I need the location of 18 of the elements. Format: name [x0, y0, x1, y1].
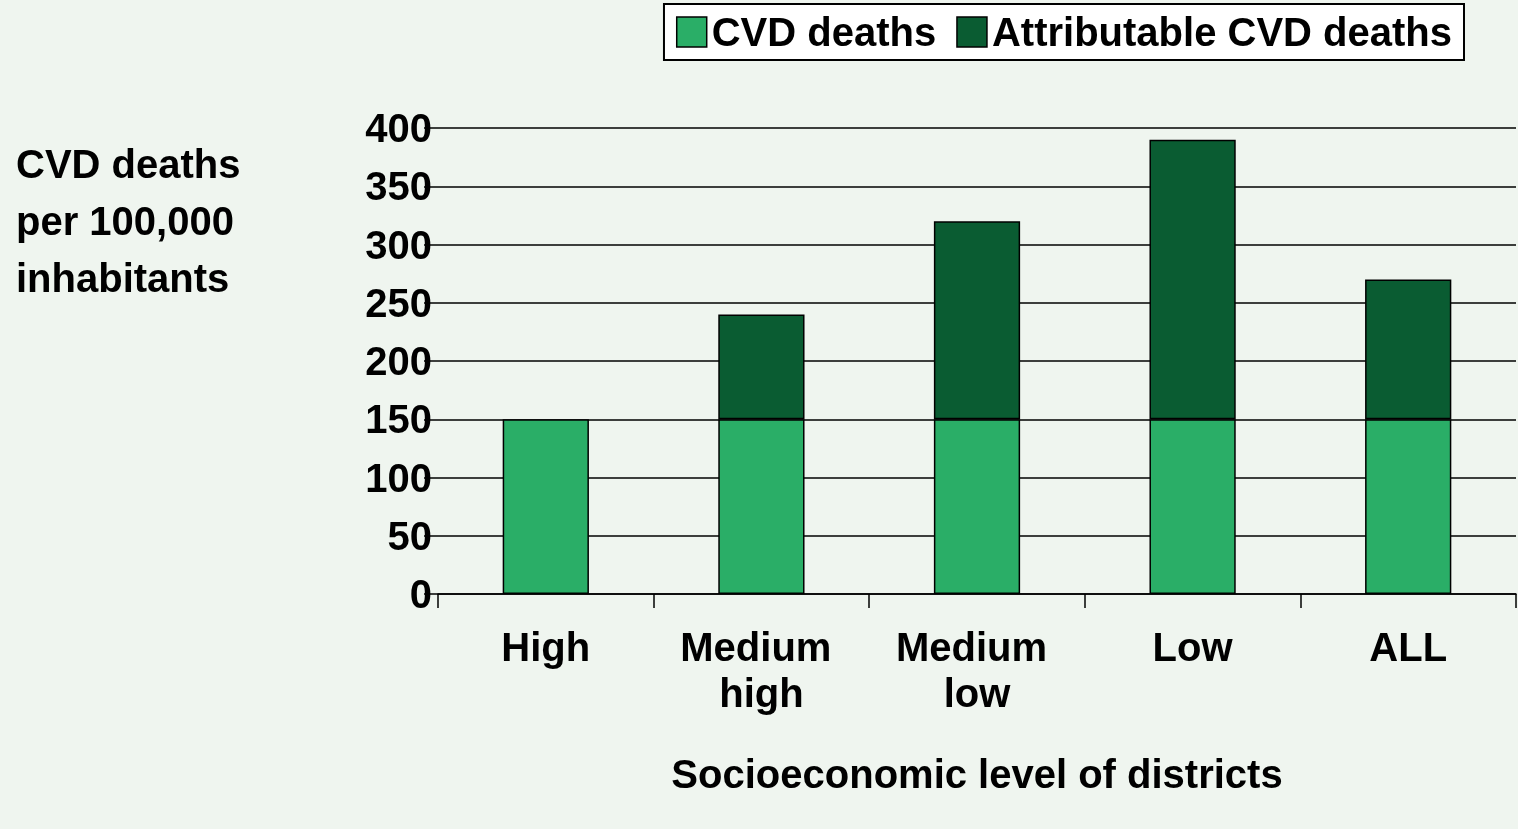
y-tick-label: 300: [365, 222, 432, 267]
x-tick-label: ALL: [1369, 625, 1448, 669]
x-tick-label: Medium low: [895, 625, 1059, 715]
y-tick-label: 400: [365, 106, 432, 150]
y-tick-label: 250: [365, 280, 432, 325]
legend-label: CVD deaths: [711, 10, 937, 54]
x-axis-title: Socioeconomic level of districts: [671, 752, 1283, 796]
x-tick-label: Medium high: [680, 625, 843, 715]
y-tick-label: 150: [365, 397, 432, 442]
y-tick-label: 200: [365, 339, 432, 383]
y-tick-label: 350: [365, 164, 432, 209]
y-tick-label: 50: [387, 513, 432, 558]
y-tick-label: 0: [409, 572, 432, 616]
y-tick-label: 100: [365, 455, 432, 500]
x-tick-label: High: [501, 625, 591, 669]
x-tick-label: Low: [1152, 625, 1234, 669]
y-axis-title: CVD deaths per 100,000 inhabitants: [16, 141, 252, 300]
legend-label: Attributable CVD deaths: [991, 10, 1453, 54]
